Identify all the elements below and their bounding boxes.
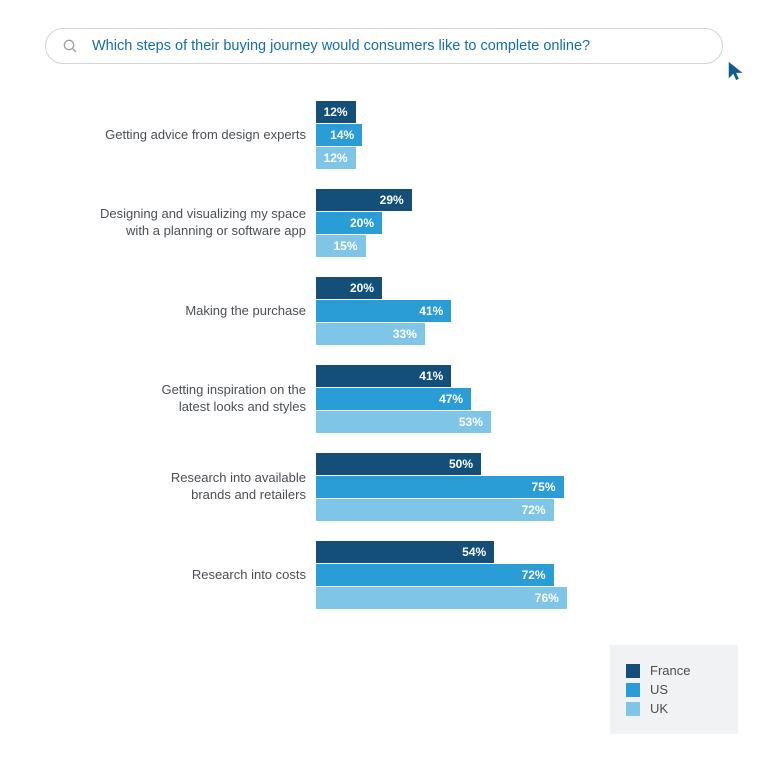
bar-row: 15% [316,235,736,257]
chart-group: Research into availablebrands and retail… [0,452,768,522]
chart-group: Getting inspiration on thelatest looks a… [0,364,768,434]
bar: 53% [316,411,491,433]
bar-row: 29% [316,189,736,211]
category-label: Designing and visualizing my spacewith a… [0,206,316,240]
bar: 50% [316,453,481,475]
bar: 20% [316,277,382,299]
search-bar[interactable]: Which steps of their buying journey woul… [45,28,723,64]
bar-row: 76% [316,587,736,609]
bar-row: 20% [316,277,736,299]
bar-row: 41% [316,365,736,387]
search-icon [62,38,78,54]
bar: 14% [316,124,362,146]
bar: 41% [316,365,451,387]
bars-group: 50%75%72% [316,452,736,522]
bar: 76% [316,587,567,609]
bar: 33% [316,323,425,345]
bar-row: 12% [316,101,736,123]
bar: 72% [316,564,554,586]
cursor-icon [726,60,748,87]
bar: 15% [316,235,366,257]
category-label: Getting inspiration on thelatest looks a… [0,382,316,416]
category-label: Research into availablebrands and retail… [0,470,316,504]
bar-row: 33% [316,323,736,345]
chart-group: Making the purchase20%41%33% [0,276,768,346]
bars-group: 54%72%76% [316,540,736,610]
bar-row: 53% [316,411,736,433]
bar-chart: Getting advice from design experts12%14%… [0,100,768,628]
bar-row: 20% [316,212,736,234]
legend-item: UK [626,701,722,716]
legend-label: France [650,663,690,678]
bar: 29% [316,189,412,211]
legend-label: UK [650,701,668,716]
bar: 12% [316,147,356,169]
bar: 54% [316,541,494,563]
bar: 41% [316,300,451,322]
bar-row: 47% [316,388,736,410]
bar-row: 14% [316,124,736,146]
chart-group: Getting advice from design experts12%14%… [0,100,768,170]
bars-group: 12%14%12% [316,100,736,170]
bar: 47% [316,388,471,410]
legend-item: US [626,682,722,697]
bar: 12% [316,101,356,123]
legend-swatch [626,683,640,697]
legend-swatch [626,702,640,716]
category-label: Research into costs [0,567,316,584]
chart-group: Research into costs54%72%76% [0,540,768,610]
bar-row: 72% [316,499,736,521]
bar-row: 50% [316,453,736,475]
bars-group: 41%47%53% [316,364,736,434]
bars-group: 29%20%15% [316,188,736,258]
chart-group: Designing and visualizing my spacewith a… [0,188,768,258]
bar-row: 72% [316,564,736,586]
bar-row: 12% [316,147,736,169]
bar: 72% [316,499,554,521]
bars-group: 20%41%33% [316,276,736,346]
legend-item: France [626,663,722,678]
bar-row: 41% [316,300,736,322]
bar: 75% [316,476,564,498]
search-text: Which steps of their buying journey woul… [92,38,590,54]
bar: 20% [316,212,382,234]
legend: France US UK [610,645,738,734]
category-label: Getting advice from design experts [0,127,316,144]
bar-row: 54% [316,541,736,563]
bar-row: 75% [316,476,736,498]
category-label: Making the purchase [0,303,316,320]
legend-label: US [650,682,668,697]
legend-swatch [626,664,640,678]
